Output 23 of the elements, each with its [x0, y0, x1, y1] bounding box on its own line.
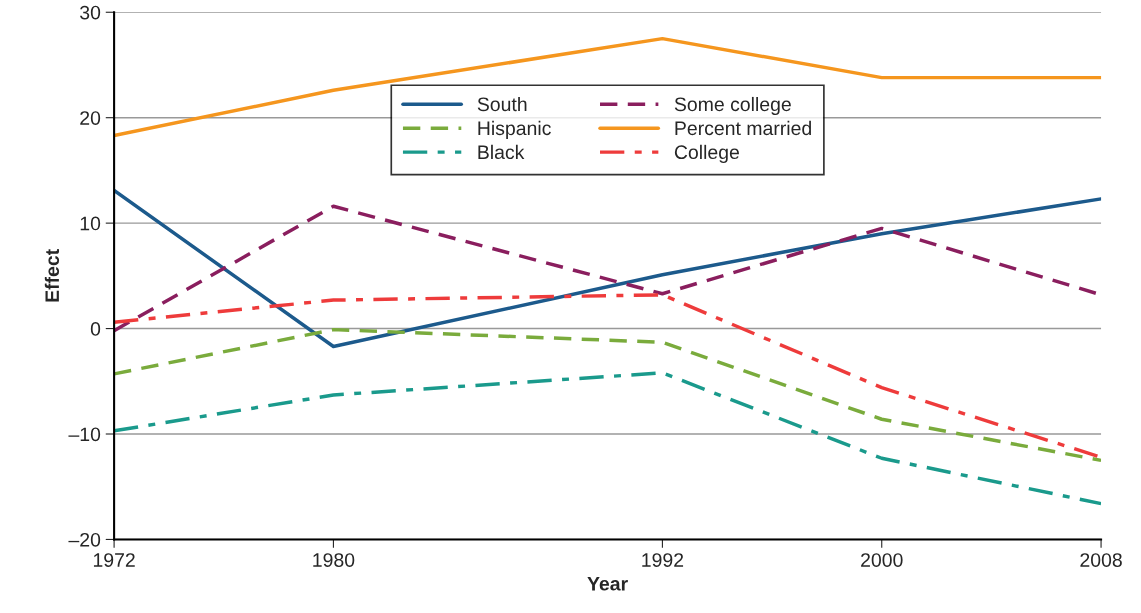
legend-label: Hispanic — [478, 120, 551, 139]
x-tick-label: 2008 — [1080, 553, 1122, 567]
x-tick-label: 1972 — [93, 553, 135, 567]
legend-label: Some college — [674, 96, 791, 116]
line-series — [114, 371, 1102, 506]
x-tick-label: 2000 — [861, 553, 903, 567]
y-tick-label: –20 — [68, 532, 101, 547]
y-tick-label: –10 — [68, 427, 101, 442]
legend-label: South — [477, 96, 527, 112]
line-series — [114, 188, 1102, 349]
y-tick-label: 20 — [80, 111, 101, 125]
x-tick-label: 1992 — [642, 553, 684, 567]
y-tick-label: 10 — [80, 216, 101, 231]
y-tick-label: 0 — [90, 322, 101, 336]
x-axis-title: Year — [587, 577, 628, 591]
legend-label: College — [674, 144, 739, 163]
line-series — [114, 36, 1102, 138]
x-tick-label: 1980 — [313, 553, 355, 567]
legend-label: Black — [478, 144, 525, 160]
legend-label: Percent married — [675, 120, 811, 136]
line-series — [114, 327, 1102, 463]
y-tick-label: 30 — [80, 5, 101, 20]
y-axis-title: Effect — [44, 249, 60, 302]
